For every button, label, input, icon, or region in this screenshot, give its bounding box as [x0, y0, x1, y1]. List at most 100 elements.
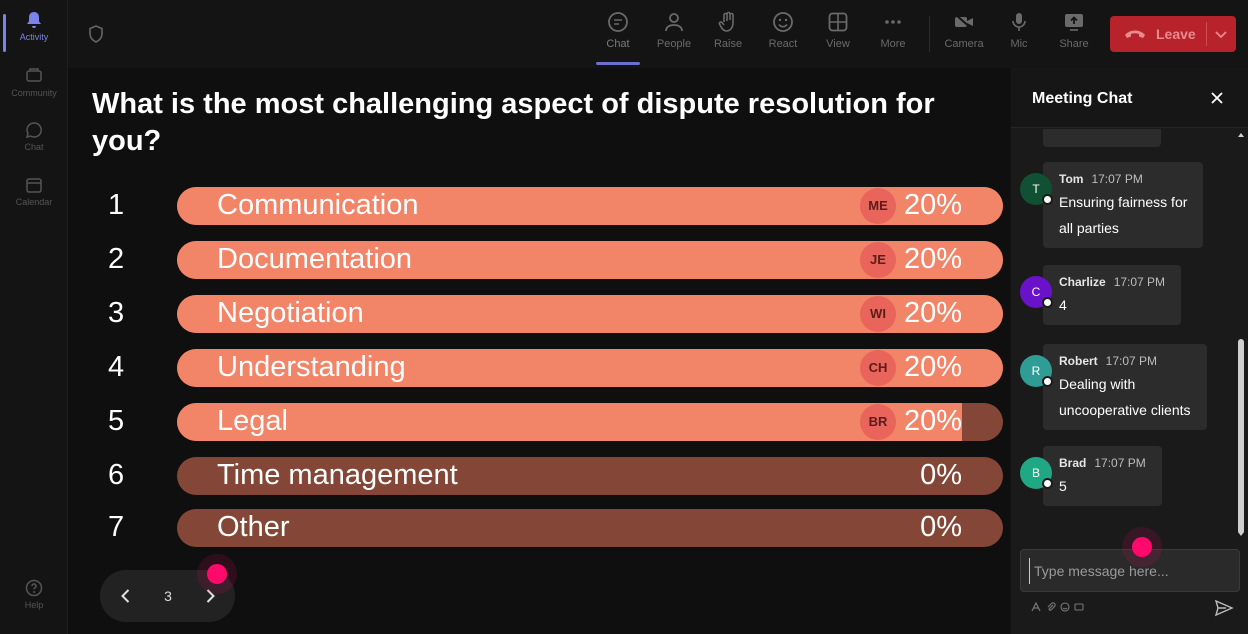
chat-icon: [608, 12, 628, 32]
poll-option[interactable]: 1 Communication ME 20%: [68, 187, 1010, 225]
leave-button[interactable]: Leave: [1110, 16, 1236, 52]
chevron-right-icon[interactable]: [200, 586, 220, 606]
option-percent: 0%: [920, 459, 962, 491]
mic-button[interactable]: Mic: [992, 10, 1046, 50]
option-fill: [177, 403, 962, 441]
option-label: Understanding: [217, 351, 406, 383]
presence-status-icon: [1042, 194, 1053, 205]
message-text-line: Ensuring fairness for: [1059, 194, 1188, 210]
message-composer[interactable]: [1020, 549, 1240, 592]
option-number: 4: [108, 351, 125, 383]
rail-item-label: Help: [24, 600, 44, 610]
help-icon: [25, 579, 43, 597]
avatar[interactable]: B: [1020, 457, 1052, 489]
close-icon[interactable]: [1209, 90, 1225, 106]
option-label: Time management: [217, 459, 458, 491]
more-dots-icon: [885, 20, 901, 24]
raise-button-label: Raise: [713, 38, 743, 50]
react-button-label: React: [768, 38, 798, 50]
poll-option[interactable]: 7 Other 0%: [68, 509, 1010, 547]
message-text-line: Dealing with: [1059, 376, 1136, 392]
view-button-label: View: [826, 38, 850, 50]
message-text-line: uncooperative clients: [1059, 402, 1191, 418]
community-icon: [26, 68, 42, 82]
format-icon[interactable]: [1031, 602, 1041, 612]
option-percent: 0%: [920, 511, 962, 543]
rail-item-label: Activity: [19, 32, 49, 42]
previous-message-bubble: [1043, 129, 1161, 147]
option-label: Other: [217, 511, 290, 543]
message-time: 17:07 PM: [1105, 354, 1158, 368]
message-bubble: Robert 17:07 PM Dealing with uncooperative …: [1043, 344, 1207, 430]
rail-item-chat[interactable]: Chat: [0, 120, 68, 152]
message-bubble: Tom 17:07 PM Ensuring fairness for all part…: [1043, 162, 1204, 248]
chat-button[interactable]: Chat: [591, 10, 645, 65]
page-number: 3: [164, 588, 172, 604]
message-time: 17:07 PM: [1094, 456, 1146, 470]
poll-option[interactable]: 5 Legal BR 20%: [68, 403, 1010, 441]
camera-button[interactable]: Camera: [937, 10, 991, 50]
rail-item-label: Community: [11, 88, 57, 98]
cursor-indicator: [207, 564, 227, 584]
rail-item-help[interactable]: Help: [0, 578, 68, 610]
share-screen-icon: [1065, 14, 1083, 31]
meeting-chat-panel: Meeting Chat Tom 17:07 PM Ensuring fairnes…: [1010, 68, 1248, 634]
grid-view-icon: [828, 12, 848, 32]
poll-option[interactable]: 6 Time management 0%: [68, 457, 1010, 495]
poll-option[interactable]: 4 Understanding CH 20%: [68, 349, 1010, 387]
poll-option[interactable]: 2 Documentation JE 20%: [68, 241, 1010, 279]
option-number: 7: [108, 511, 125, 543]
scrollbar-thumb[interactable]: [1238, 339, 1244, 534]
bell-icon: [27, 12, 41, 28]
shield-icon[interactable]: [86, 24, 106, 44]
presence-status-icon: [1042, 376, 1053, 387]
more-button[interactable]: More: [866, 10, 920, 50]
sender-name: Tom: [1059, 172, 1084, 186]
message-bubble: Charlize 17:07 PM 4: [1043, 265, 1182, 325]
message-input[interactable]: [1029, 558, 1229, 584]
option-label: Negotiation: [217, 297, 364, 329]
chat-icon: [25, 122, 42, 139]
chat-header: Meeting Chat: [1011, 68, 1248, 128]
presence-status-icon: [1042, 478, 1053, 489]
more-button-label: More: [880, 38, 906, 50]
share-button[interactable]: Share: [1047, 10, 1101, 50]
rail-item-community[interactable]: Community: [0, 66, 68, 98]
scroll-down-icon[interactable]: [1237, 530, 1245, 538]
option-percent: 20%: [903, 297, 962, 329]
chat-message-list[interactable]: Tom 17:07 PM Ensuring fairness for all part…: [1011, 129, 1237, 541]
camera-button-label: Camera: [944, 38, 984, 50]
send-icon[interactable]: [1214, 598, 1234, 618]
people-button[interactable]: People: [647, 10, 701, 50]
message-bubble: Brad 17:07 PM 5: [1043, 446, 1162, 506]
scroll-up-icon[interactable]: [1237, 131, 1245, 139]
message-time: 17:07 PM: [1113, 275, 1166, 289]
poll-option[interactable]: 3 Negotiation WI 20%: [68, 295, 1010, 333]
option-number: 3: [108, 297, 125, 329]
microphone-icon: [1012, 13, 1026, 31]
poll-stage: What is the most challenging aspect of d…: [68, 68, 1010, 634]
message-text-line: 5: [1059, 478, 1067, 494]
hand-icon: [718, 11, 734, 32]
rail-item-calendar[interactable]: Calendar: [0, 175, 68, 207]
chevron-left-icon[interactable]: [116, 586, 136, 606]
chat-scrollbar[interactable]: [1236, 129, 1246, 541]
sender-name: Robert: [1059, 354, 1098, 368]
attach-icon[interactable]: [1046, 602, 1056, 612]
rail-item-label: Calendar: [15, 197, 53, 207]
gif-icon[interactable]: [1074, 602, 1084, 612]
voter-avatar: ME: [860, 188, 896, 224]
message-text-line: all parties: [1059, 220, 1119, 236]
raise-hand-button[interactable]: Raise: [701, 10, 755, 50]
chat-button-label: Chat: [606, 38, 630, 50]
react-button[interactable]: React: [756, 10, 810, 50]
rail-item-activity[interactable]: Activity: [0, 10, 68, 52]
voter-avatar: BR: [860, 404, 896, 440]
option-number: 2: [108, 243, 125, 275]
emoji-icon[interactable]: [1060, 602, 1070, 612]
presence-status-icon: [1042, 297, 1053, 308]
sender-name: Charlize: [1059, 275, 1106, 289]
view-button[interactable]: View: [811, 10, 865, 50]
chevron-down-icon[interactable]: [1214, 28, 1228, 42]
message-time: 17:07 PM: [1091, 172, 1143, 186]
